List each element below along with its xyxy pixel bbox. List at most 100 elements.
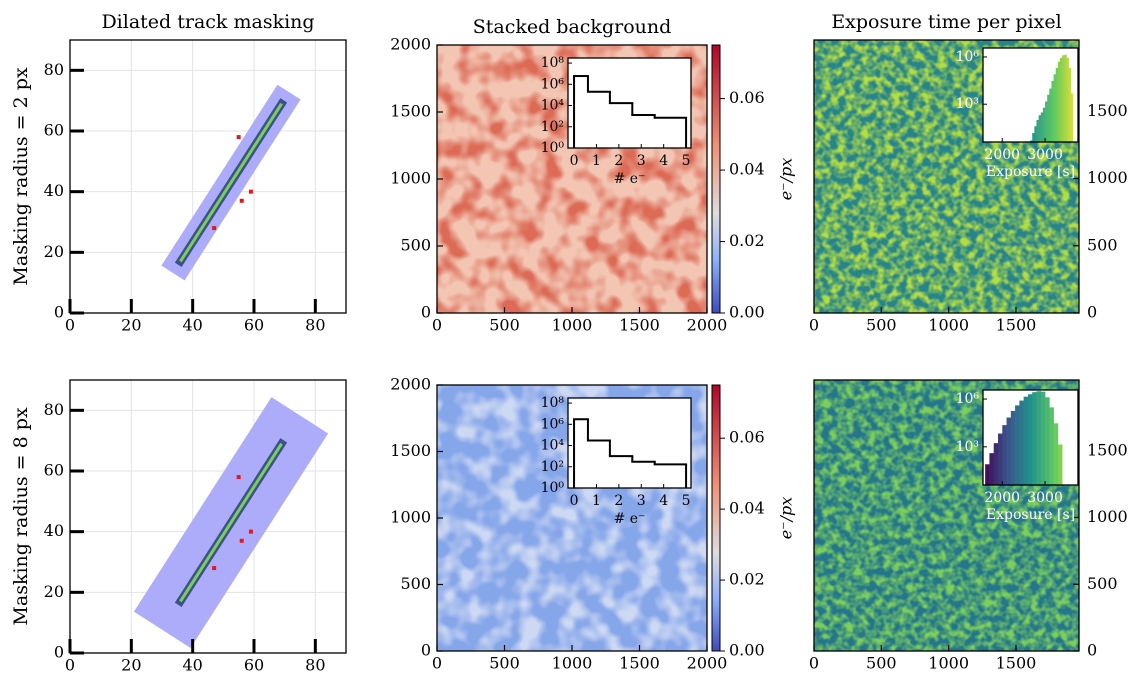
x-tick-label: 40 bbox=[182, 656, 202, 675]
x-tick-label: 0 bbox=[65, 316, 75, 335]
inset-x-tick-label: 5 bbox=[682, 493, 691, 509]
y-tick-label: 60 bbox=[44, 121, 64, 140]
hot-pixel bbox=[240, 199, 244, 203]
hist-bar bbox=[1041, 392, 1046, 485]
colorbar-tick-label: 0.02 bbox=[729, 231, 765, 250]
y-tick-label: 60 bbox=[44, 461, 64, 480]
inset-x-tick-label: 5 bbox=[682, 153, 691, 169]
hist-bar bbox=[1024, 397, 1029, 485]
hist-bar bbox=[1071, 93, 1073, 142]
x-tick-label: 0 bbox=[432, 654, 442, 673]
hist-bar bbox=[1011, 411, 1016, 485]
hist-bar bbox=[1002, 425, 1007, 485]
x-tick-label: 2000 bbox=[687, 316, 728, 335]
inset-x-tick-label: 2000 bbox=[984, 490, 1020, 506]
x-tick-label: 80 bbox=[305, 656, 325, 675]
y-tick-label: 0 bbox=[421, 303, 431, 322]
hist-bar bbox=[1028, 394, 1033, 485]
y-tick-label: 1500 bbox=[390, 441, 431, 460]
inset-x-tick-label: 2 bbox=[614, 493, 623, 509]
inset-x-tick-label: 4 bbox=[659, 153, 668, 169]
y-axis-label: Masking radius = 8 px bbox=[10, 407, 32, 625]
y-tick-label: 1500 bbox=[390, 102, 431, 121]
inset-x-tick-label: 0 bbox=[570, 493, 579, 509]
x-tick-label: 0 bbox=[809, 316, 819, 335]
hist-bar bbox=[1056, 68, 1058, 142]
hot-pixel bbox=[249, 530, 253, 534]
inset-y-tick-label: 10⁴ bbox=[541, 98, 565, 114]
inset-y-tick-label: 10⁶ bbox=[956, 391, 980, 407]
hist-bar bbox=[1036, 391, 1041, 485]
chart-title: Exposure time per pixel bbox=[831, 11, 1061, 33]
y-tick-label: 0 bbox=[421, 641, 431, 660]
y-tick-label: 500 bbox=[1087, 574, 1118, 593]
inset-background bbox=[568, 398, 691, 488]
x-tick-label: 40 bbox=[182, 316, 202, 335]
y-tick-label: 500 bbox=[1087, 235, 1118, 254]
hist-bar bbox=[1049, 407, 1054, 485]
inset-x-tick-label: 1 bbox=[592, 493, 601, 509]
hist-bar bbox=[1019, 401, 1024, 485]
x-tick-label: 0 bbox=[809, 654, 819, 673]
x-tick-label: 1500 bbox=[619, 654, 660, 673]
hot-pixel bbox=[240, 539, 244, 543]
figure: 020406080020406080Dilated track maskingM… bbox=[0, 0, 1142, 678]
y-tick-label: 2000 bbox=[390, 35, 431, 54]
hist-bar bbox=[1045, 397, 1050, 485]
inset-y-tick-label: 10² bbox=[541, 459, 564, 475]
hot-pixel bbox=[212, 226, 216, 230]
hist-bar bbox=[1058, 62, 1060, 142]
x-tick-label: 20 bbox=[121, 656, 141, 675]
inset-y-tick-label: 10⁶ bbox=[541, 76, 565, 92]
x-tick-label: 500 bbox=[866, 316, 897, 335]
hist-bar bbox=[1060, 58, 1062, 142]
x-tick-label: 80 bbox=[305, 316, 325, 335]
hist-bar bbox=[1045, 101, 1047, 142]
y-tick-label: 20 bbox=[44, 242, 64, 261]
colorbar-label: e⁻/px bbox=[777, 158, 796, 201]
hot-pixel bbox=[249, 190, 253, 194]
y-tick-label: 1000 bbox=[390, 169, 431, 188]
y-tick-label: 1500 bbox=[1087, 440, 1128, 459]
hist-bar bbox=[1062, 55, 1064, 142]
x-tick-label: 60 bbox=[244, 656, 264, 675]
hist-bar bbox=[1066, 58, 1068, 142]
inset-x-tick-label: 0 bbox=[570, 153, 579, 169]
y-tick-label: 1500 bbox=[1087, 101, 1128, 120]
inset-x-tick-label: 2000 bbox=[984, 147, 1020, 163]
inset-x-tick-label: 3000 bbox=[1027, 147, 1063, 163]
inset-y-tick-label: 10² bbox=[541, 119, 564, 135]
colorbar-tick-label: 0.04 bbox=[729, 160, 765, 179]
x-tick-label: 1500 bbox=[619, 316, 660, 335]
colorbar-tick-label: 0.02 bbox=[729, 570, 765, 589]
inset-y-tick-label: 10⁰ bbox=[541, 480, 565, 496]
x-tick-label: 1000 bbox=[552, 654, 593, 673]
colorbar-tick-label: 0.06 bbox=[729, 428, 765, 447]
colorbar bbox=[712, 45, 720, 313]
y-tick-label: 1000 bbox=[1087, 507, 1128, 526]
colorbar bbox=[712, 385, 720, 651]
y-axis-label: Masking radius = 2 px bbox=[10, 67, 32, 285]
inset-x-tick-label: 3 bbox=[637, 493, 646, 509]
hist-bar bbox=[1049, 88, 1051, 142]
inset-x-label: Exposure [s] bbox=[986, 164, 1075, 180]
hist-bar bbox=[1051, 81, 1053, 142]
hot-pixel bbox=[237, 135, 241, 139]
x-tick-label: 20 bbox=[121, 316, 141, 335]
hist-bar bbox=[1041, 112, 1043, 142]
y-tick-label: 0 bbox=[1087, 303, 1097, 322]
hist-bar bbox=[1047, 95, 1049, 142]
inset-x-tick-label: 3 bbox=[637, 153, 646, 169]
x-tick-label: 500 bbox=[866, 654, 897, 673]
plot-background bbox=[70, 40, 346, 313]
x-tick-label: 1000 bbox=[552, 316, 593, 335]
inset-x-tick-label: 3000 bbox=[1027, 490, 1063, 506]
inset-y-tick-label: 10³ bbox=[956, 439, 979, 455]
inset-x-tick-label: 2 bbox=[614, 153, 623, 169]
x-tick-label: 2000 bbox=[687, 654, 728, 673]
colorbar-tick-label: 0.00 bbox=[729, 303, 765, 322]
x-tick-label: 1500 bbox=[996, 316, 1037, 335]
hot-pixel bbox=[212, 566, 216, 570]
x-tick-label: 1000 bbox=[928, 316, 969, 335]
chart-title: Dilated track masking bbox=[101, 11, 314, 33]
